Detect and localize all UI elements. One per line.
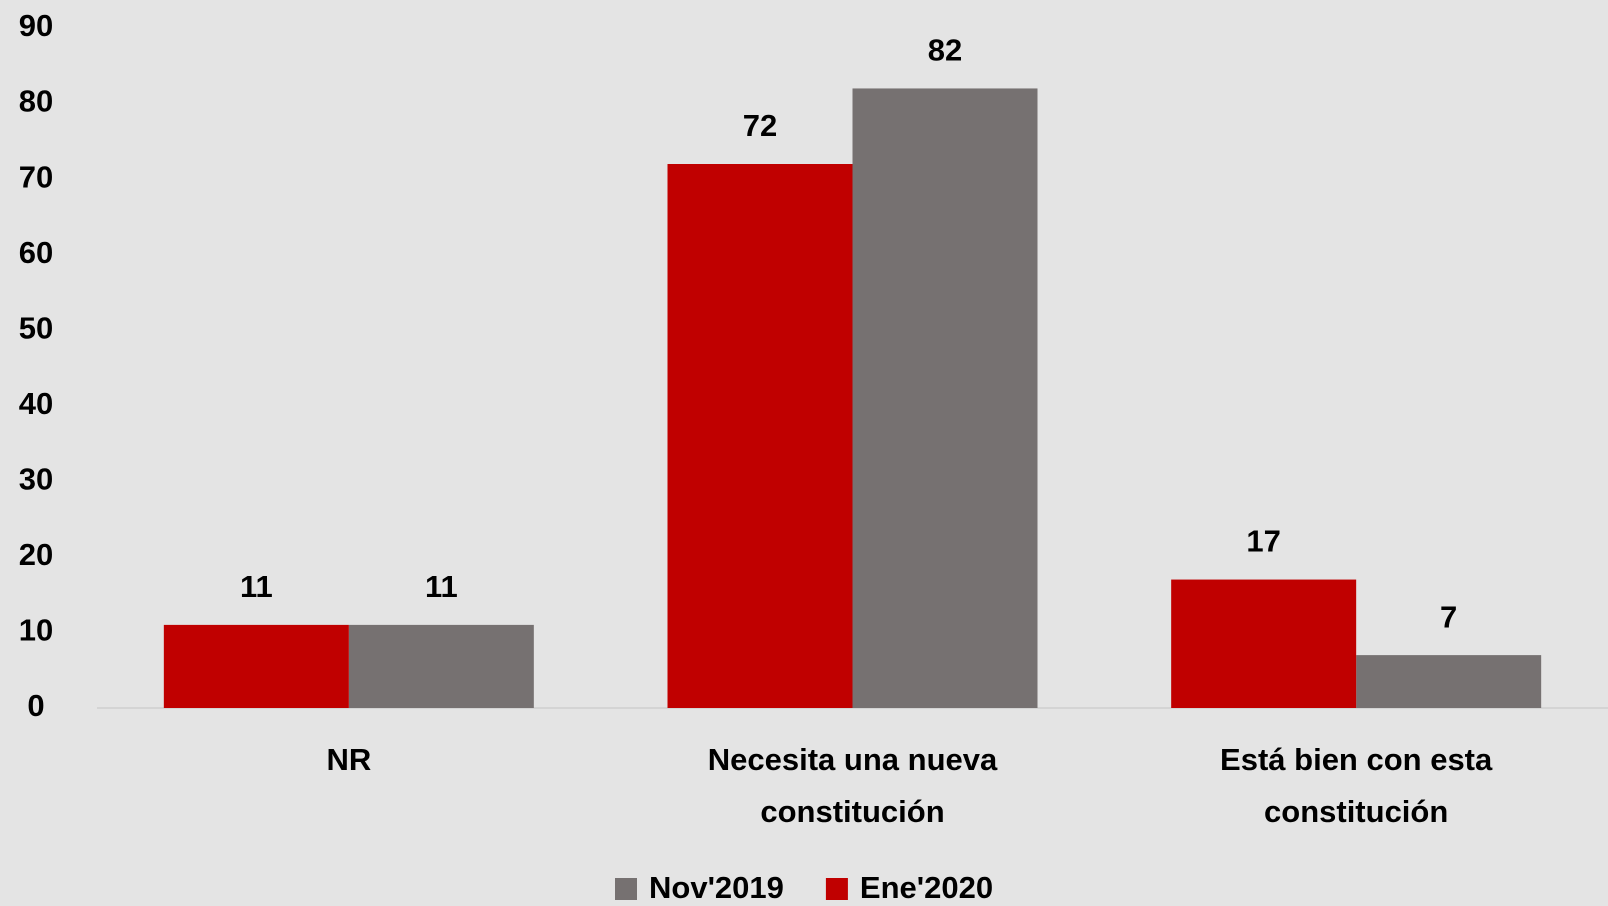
y-tick-label: 70: [19, 159, 53, 194]
y-tick-label: 80: [19, 84, 53, 119]
legend-label: Ene'2020: [860, 870, 993, 905]
legend-swatch: [615, 878, 637, 900]
bar: [1171, 579, 1357, 708]
x-tick-label-line: NR: [326, 742, 371, 777]
y-tick-label: 0: [27, 688, 44, 723]
data-label: 7: [1440, 599, 1457, 634]
bar: [1356, 655, 1542, 708]
legend-label: Nov'2019: [649, 870, 784, 905]
y-tick-label: 60: [19, 235, 53, 270]
bar: [667, 164, 853, 708]
bar: [163, 624, 349, 708]
x-tick-label: Está bien con esta constitución: [1220, 742, 1493, 829]
y-tick-label: 20: [19, 537, 53, 572]
y-tick-label: 90: [19, 8, 53, 43]
data-label: 72: [743, 108, 777, 143]
data-label: 82: [928, 33, 962, 68]
x-tick-label: Necesita una nueva constitución: [708, 742, 998, 829]
data-label: 11: [240, 569, 273, 604]
legend-swatch: [825, 878, 848, 900]
y-tick-label: 50: [19, 310, 53, 345]
x-tick-label-line: Necesita una nueva: [708, 742, 998, 777]
data-label: 11: [425, 569, 458, 604]
y-tick-label: 10: [19, 613, 53, 648]
data-label: 17: [1246, 524, 1280, 559]
x-tick-label-line: Está bien con esta: [1220, 742, 1493, 777]
y-tick-label: 40: [19, 386, 53, 421]
y-tick-label: 30: [19, 462, 53, 497]
x-tick-label-line: constitución: [1264, 794, 1448, 829]
x-tick-label-line: constitución: [760, 794, 944, 829]
bar: [852, 88, 1038, 708]
bar: [348, 624, 534, 708]
x-tick-label: NR: [326, 742, 371, 777]
